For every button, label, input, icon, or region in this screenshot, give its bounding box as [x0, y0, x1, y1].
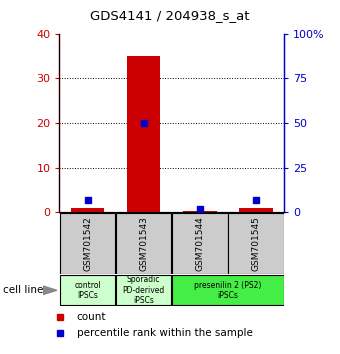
- Text: GSM701543: GSM701543: [139, 216, 148, 271]
- Bar: [239, 208, 273, 212]
- Bar: [183, 211, 217, 212]
- Bar: [116, 213, 171, 274]
- Text: control
IPSCs: control IPSCs: [74, 281, 101, 300]
- Text: GSM701544: GSM701544: [195, 216, 204, 271]
- Bar: [60, 213, 115, 274]
- Text: Sporadic
PD-derived
iPSCs: Sporadic PD-derived iPSCs: [122, 275, 165, 305]
- Text: count: count: [76, 312, 106, 322]
- Text: presenilin 2 (PS2)
iPSCs: presenilin 2 (PS2) iPSCs: [194, 281, 261, 300]
- Bar: [172, 213, 227, 274]
- Text: percentile rank within the sample: percentile rank within the sample: [76, 328, 252, 338]
- Text: GSM701545: GSM701545: [251, 216, 260, 271]
- Bar: [172, 275, 284, 305]
- Bar: [228, 213, 284, 274]
- Bar: [116, 275, 171, 305]
- Bar: [71, 208, 104, 212]
- Bar: [127, 56, 160, 212]
- Text: GDS4141 / 204938_s_at: GDS4141 / 204938_s_at: [90, 9, 250, 22]
- Text: cell line: cell line: [3, 285, 44, 295]
- Bar: [60, 275, 115, 305]
- Polygon shape: [42, 286, 57, 295]
- Text: GSM701542: GSM701542: [83, 216, 92, 271]
